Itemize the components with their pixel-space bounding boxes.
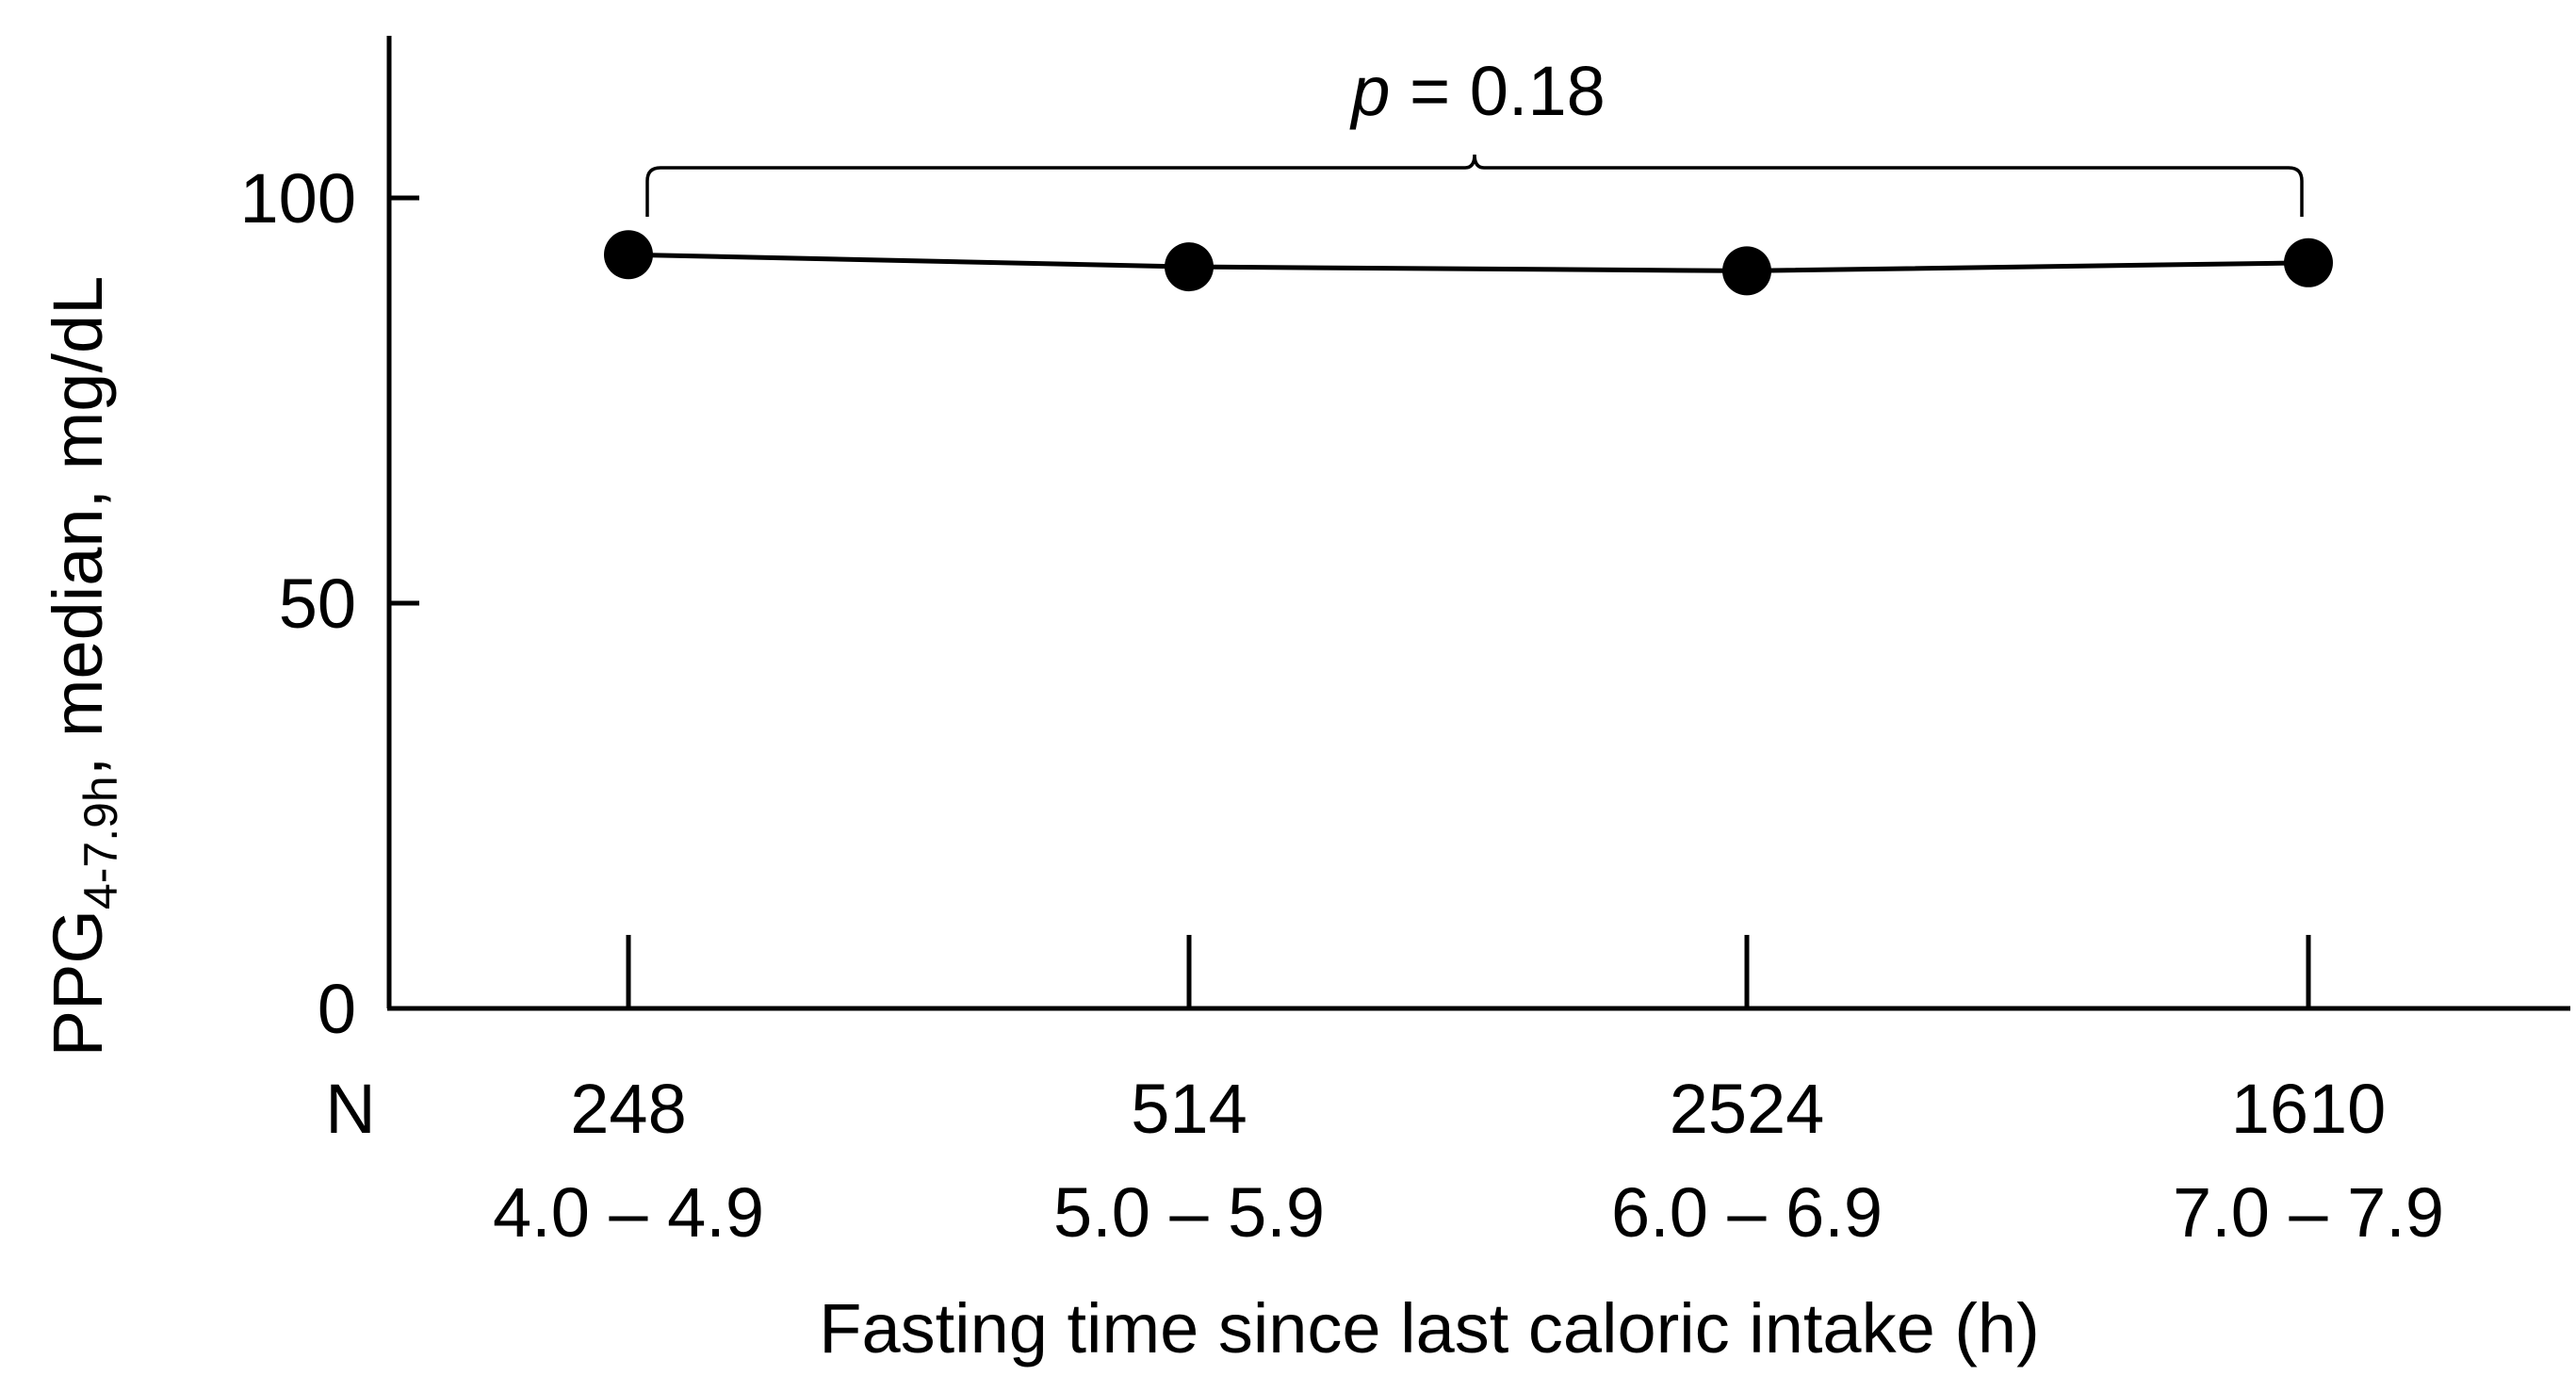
data-point-1: [1165, 242, 1214, 292]
axes: [386, 36, 2570, 1011]
x-axis-label: Fasting time since last caloric intake (…: [819, 1289, 2039, 1367]
p-value-label: p = 0.18: [1349, 52, 1606, 130]
y-axis-label-main: PPG: [39, 909, 117, 1056]
y-axis-label-subscript: 4-7.9h: [74, 776, 127, 909]
data-point-0: [604, 230, 653, 280]
y-tick-label-0: 0: [318, 970, 356, 1048]
data-point-2: [1722, 246, 1771, 296]
n-row-label: N: [325, 1070, 375, 1148]
x-ticks: [626, 935, 2311, 1008]
n-value-1: 514: [1131, 1070, 1247, 1148]
y-ticks: 0 50 100: [240, 159, 419, 1048]
significance-bracket: [645, 154, 2304, 217]
y-axis-label: PPG4-7.9h, median, mg/dL: [39, 276, 127, 1057]
n-value-0: 248: [570, 1070, 686, 1148]
data-point-3: [2284, 237, 2333, 287]
y-tick-label-50: 50: [279, 565, 356, 643]
x-category-label-0: 4.0 – 4.9: [493, 1173, 764, 1252]
y-tick-label-100: 100: [240, 159, 356, 237]
x-category-label-1: 5.0 – 5.9: [1053, 1173, 1325, 1252]
x-category-labels: N 248 4.0 – 4.9 514 5.0 – 5.9 2524 6.0 – 6.9 1…: [325, 1070, 2444, 1252]
p-value-annotation: p = 0.18: [645, 52, 2304, 217]
n-value-3: 1610: [2231, 1070, 2387, 1148]
p-value-text: = 0.18: [1390, 52, 1605, 130]
p-symbol: p: [1349, 52, 1390, 130]
series-group: [604, 230, 2333, 296]
series-line: [628, 252, 2309, 273]
y-axis-label-rest: , median, mg/dL: [39, 276, 117, 777]
x-category-label-2: 6.0 – 6.9: [1611, 1173, 1883, 1252]
x-category-label-3: 7.0 – 7.9: [2173, 1173, 2444, 1252]
n-value-2: 2524: [1670, 1070, 1825, 1148]
